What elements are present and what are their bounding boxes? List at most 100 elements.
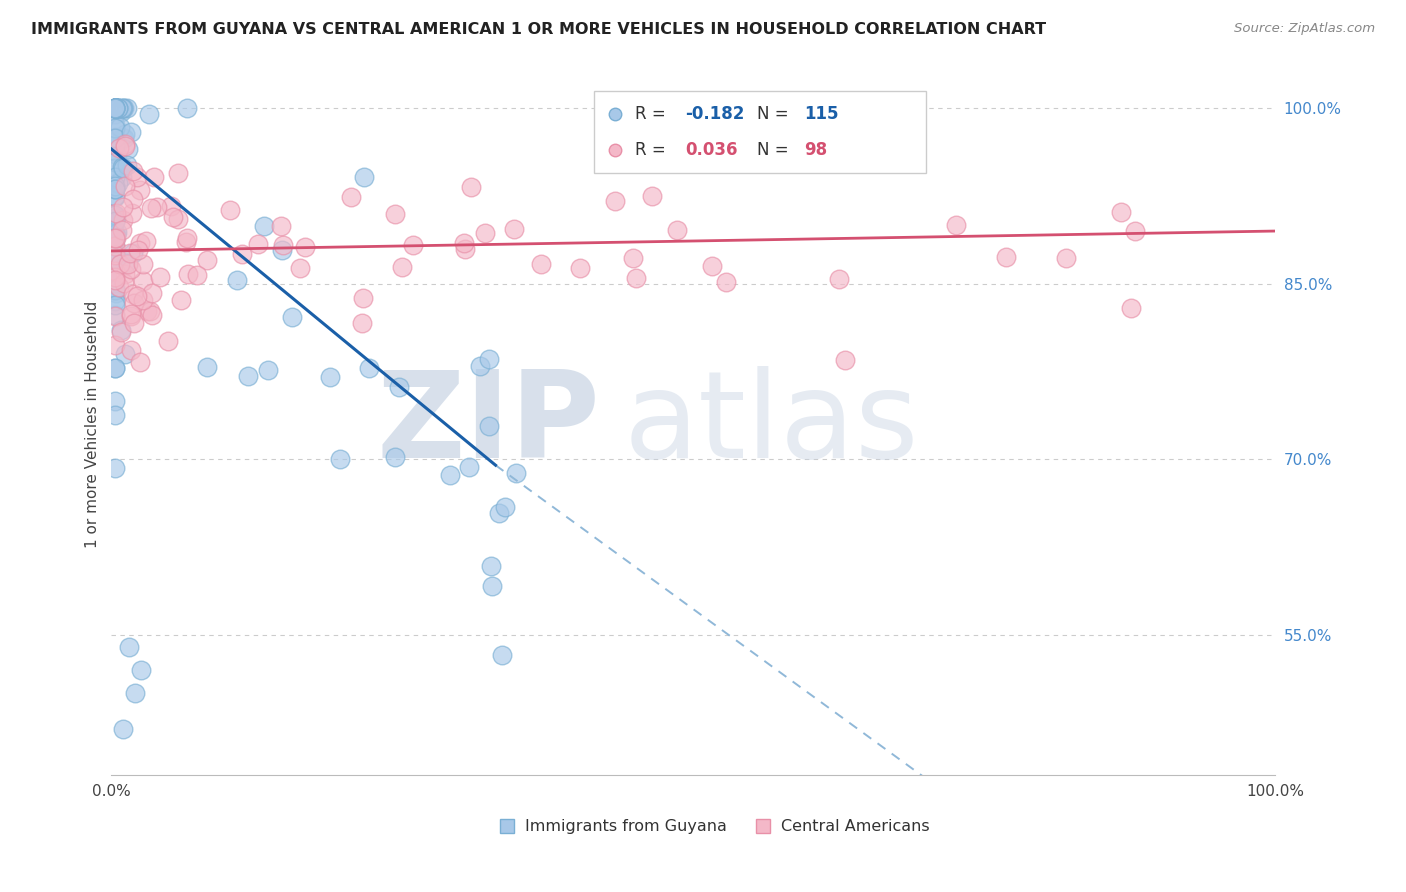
- Point: [1119, 301, 1142, 315]
- Point: [112, 130, 135, 145]
- Point: [111, 130, 134, 145]
- Point: [121, 205, 143, 219]
- Point: [104, 101, 127, 115]
- Point: [139, 201, 162, 215]
- Point: [104, 118, 127, 132]
- Point: [105, 225, 128, 239]
- Point: [104, 171, 127, 186]
- Point: [104, 208, 127, 222]
- Point: [112, 212, 135, 227]
- Point: [104, 273, 127, 287]
- Point: [107, 101, 129, 115]
- Point: [114, 347, 136, 361]
- Point: [104, 215, 127, 229]
- Point: [122, 296, 145, 310]
- Point: [700, 259, 723, 273]
- Point: [104, 190, 127, 204]
- Point: [114, 276, 136, 290]
- Point: [104, 101, 127, 115]
- Text: N =: N =: [758, 104, 794, 123]
- Point: [104, 238, 127, 252]
- Point: [104, 248, 127, 262]
- Point: [105, 285, 128, 300]
- Point: [104, 101, 127, 115]
- Point: [118, 246, 141, 260]
- Point: [166, 211, 188, 226]
- Point: [115, 158, 138, 172]
- Point: [141, 308, 163, 322]
- Point: [458, 459, 481, 474]
- Text: 115: 115: [804, 104, 838, 123]
- Point: [388, 380, 411, 394]
- Point: [146, 200, 169, 214]
- Point: [107, 101, 129, 115]
- Point: [176, 101, 198, 115]
- Point: [104, 230, 127, 244]
- Point: [219, 203, 242, 218]
- Point: [107, 176, 129, 190]
- Point: [104, 101, 127, 115]
- Point: [132, 257, 155, 271]
- Point: [104, 211, 127, 225]
- Point: [439, 468, 461, 483]
- Point: [104, 246, 127, 260]
- Point: [104, 170, 127, 185]
- Point: [478, 419, 501, 434]
- Point: [120, 307, 142, 321]
- Point: [104, 182, 127, 196]
- Point: [104, 281, 127, 295]
- Point: [280, 310, 302, 324]
- Point: [253, 219, 276, 234]
- Point: [112, 101, 135, 115]
- Point: [104, 101, 127, 115]
- Point: [488, 506, 510, 520]
- Point: [176, 231, 198, 245]
- Point: [391, 260, 413, 275]
- Point: [104, 308, 127, 322]
- Point: [114, 178, 136, 193]
- Point: [104, 101, 127, 115]
- Point: [129, 663, 152, 677]
- Point: [491, 648, 513, 662]
- Point: [176, 235, 198, 249]
- Point: [104, 101, 127, 115]
- Point: [166, 166, 188, 180]
- Point: [104, 361, 127, 376]
- Point: [149, 269, 172, 284]
- Point: [111, 200, 134, 214]
- Point: [357, 360, 380, 375]
- Point: [104, 120, 127, 135]
- Point: [225, 273, 247, 287]
- Point: [1109, 205, 1132, 219]
- Point: [104, 227, 127, 241]
- Point: [112, 722, 135, 736]
- Point: [138, 107, 160, 121]
- Point: [111, 101, 134, 115]
- Point: [945, 218, 967, 232]
- Point: [105, 147, 128, 161]
- Point: [177, 267, 200, 281]
- Point: [114, 256, 136, 270]
- Point: [108, 120, 131, 134]
- Point: [530, 257, 553, 271]
- Text: IMMIGRANTS FROM GUYANA VS CENTRAL AMERICAN 1 OR MORE VEHICLES IN HOUSEHOLD CORRE: IMMIGRANTS FROM GUYANA VS CENTRAL AMERIC…: [31, 22, 1046, 37]
- Point: [478, 351, 501, 366]
- FancyBboxPatch shape: [595, 91, 927, 173]
- Point: [110, 325, 132, 339]
- Point: [236, 368, 259, 383]
- Point: [104, 227, 127, 241]
- Point: [120, 261, 142, 276]
- Point: [104, 101, 127, 115]
- Point: [104, 231, 127, 245]
- Point: [271, 238, 294, 252]
- Point: [114, 139, 136, 153]
- Point: [104, 181, 127, 195]
- Point: [132, 293, 155, 307]
- Point: [114, 137, 136, 152]
- Point: [479, 559, 502, 574]
- Point: [995, 250, 1018, 264]
- Point: [104, 178, 127, 193]
- Text: atlas: atlas: [624, 366, 920, 483]
- Point: [135, 234, 157, 248]
- Point: [112, 101, 135, 115]
